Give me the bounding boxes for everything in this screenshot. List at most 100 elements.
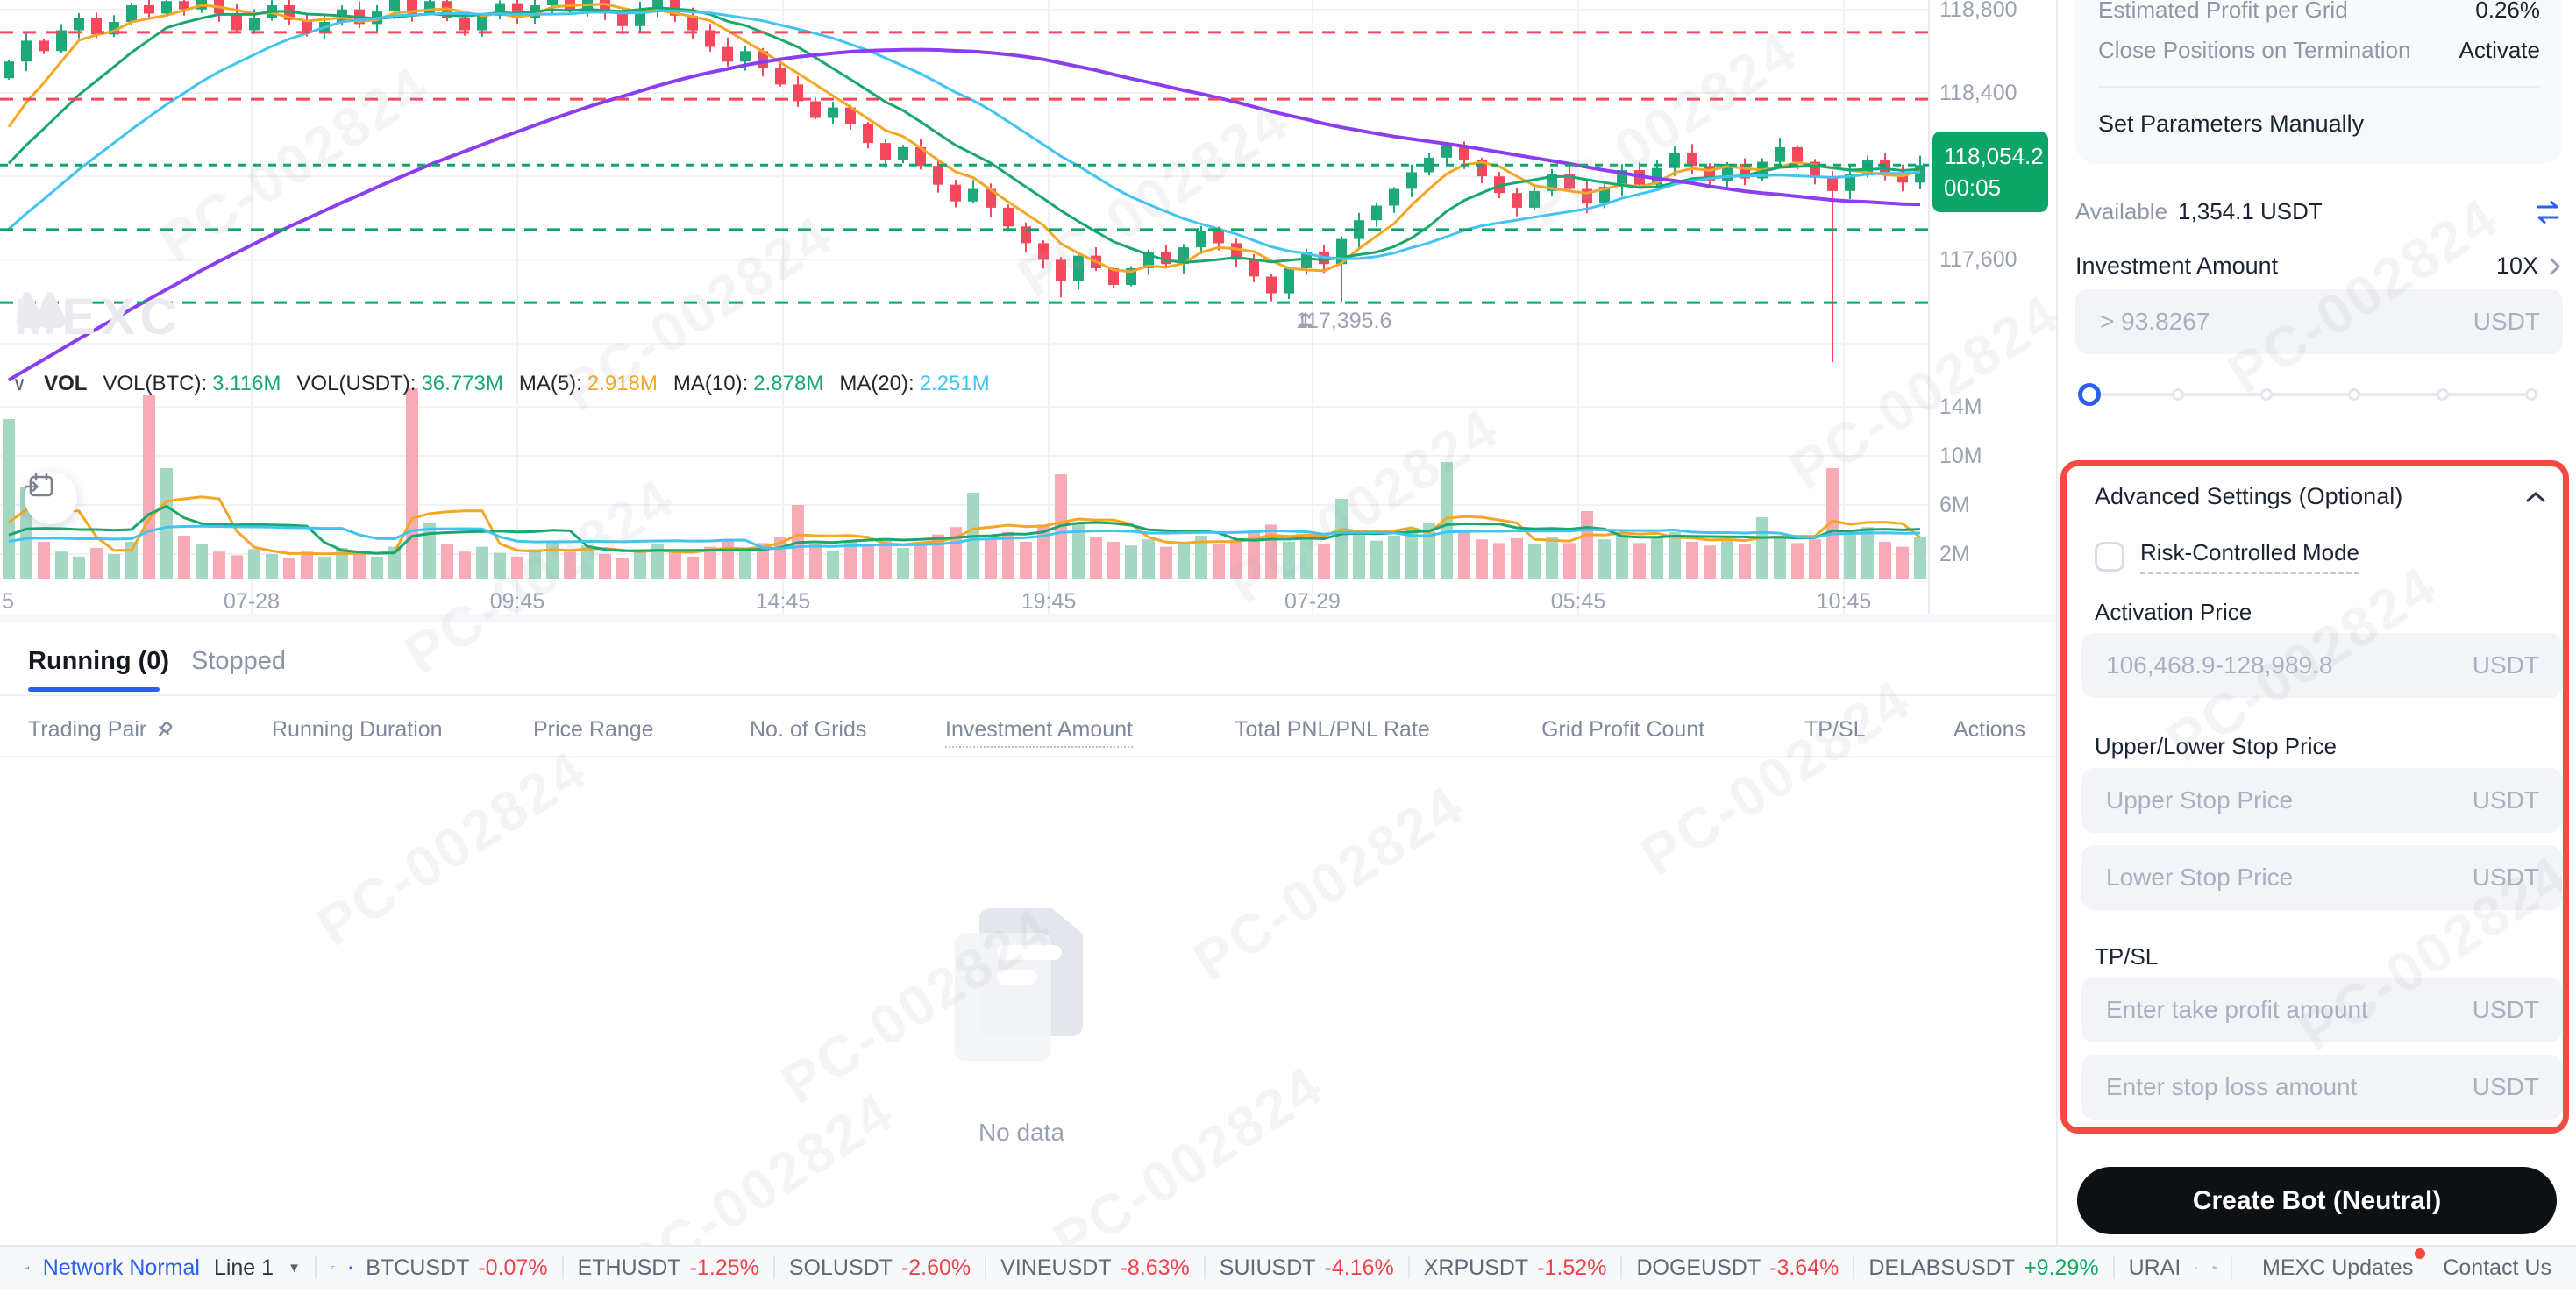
legend-item: VOL(USDT): 36.773M	[296, 372, 502, 396]
ticker-dogeusdt[interactable]: DOGEUSDT -3.64%	[1636, 1255, 1839, 1281]
stop-loss-input[interactable]	[2104, 1072, 2460, 1102]
ticker-settings-icon[interactable]	[2211, 1255, 2217, 1280]
activation-price-field[interactable]: USDT	[2081, 633, 2562, 698]
currency-unit: USDT	[2472, 1073, 2539, 1100]
currency-unit: USDT	[2472, 864, 2539, 891]
current-price-value: 118,054.2	[1944, 143, 2044, 169]
slider-handle[interactable]	[2078, 383, 2101, 406]
no-data-icon-line	[997, 945, 1062, 960]
currency-unit: USDT	[2472, 786, 2539, 814]
network-signal-icon	[25, 1266, 29, 1270]
slider-stop[interactable]	[2437, 388, 2450, 401]
summary-label: Estimated Profit per Grid	[2098, 0, 2348, 23]
upper-stop-price-field[interactable]: USDT	[2081, 768, 2562, 833]
pin-icon[interactable]	[153, 720, 174, 741]
slider-stop[interactable]	[2348, 388, 2361, 401]
ticker-solusdt[interactable]: SOLUSDT -2.60%	[789, 1255, 971, 1281]
ticker-list-icon[interactable]	[331, 1258, 335, 1277]
caret-down-icon[interactable]: ▼	[288, 1260, 301, 1276]
mexc-updates-link[interactable]: MEXC Updates	[2262, 1248, 2426, 1281]
chart-history-button[interactable]	[25, 472, 77, 524]
divider	[985, 1256, 987, 1279]
divider	[2112, 1256, 2115, 1279]
slider-stop[interactable]	[2525, 388, 2537, 401]
investment-amount-row: Investment Amount 10X	[2075, 252, 2563, 280]
take-profit-input[interactable]	[2104, 995, 2460, 1025]
no-data-label: No data	[978, 1119, 1065, 1146]
column-header-investment-amount[interactable]: Investment Amount	[945, 717, 1134, 748]
time-tick-label: 19:45	[1021, 589, 1077, 614]
ticker-symbol: VINEUSDT	[1000, 1255, 1112, 1280]
ticker-change: -1.52%	[1537, 1255, 1607, 1280]
create-bot-button[interactable]: Create Bot (Neutral)	[2077, 1167, 2557, 1234]
currency-unit: USDT	[2472, 651, 2539, 679]
tab-stopped[interactable]: Stopped	[191, 647, 287, 675]
slider-stop[interactable]	[2259, 388, 2273, 401]
amount-slider[interactable]	[2078, 382, 2537, 407]
chevron-up-icon	[2526, 491, 2545, 501]
stop-loss-field[interactable]: USDT	[2081, 1055, 2562, 1120]
price-tick-label: 118,800	[1939, 0, 2017, 22]
investment-amount-field[interactable]: USDT	[2075, 289, 2563, 354]
mexc-updates-label: MEXC Updates	[2262, 1255, 2414, 1280]
column-header-label: Total PNL/PNL Rate	[1235, 717, 1430, 742]
time-tick-label: 10:45	[1816, 589, 1872, 614]
slider-track[interactable]	[2085, 393, 2530, 396]
stop-price-label: Upper/Lower Stop Price	[2095, 733, 2338, 759]
activation-price-input[interactable]	[2104, 650, 2460, 680]
investment-amount-label: Investment Amount	[2075, 252, 2279, 279]
order-sidebar: Estimated Profit per Grid 0.26% Close Po…	[2056, 0, 2576, 1245]
summary-label: Close Positions on Termination	[2098, 36, 2411, 63]
legend-item-value: 3.116M	[212, 372, 281, 395]
leverage-selector[interactable]: 10X	[2496, 252, 2563, 280]
divider	[1853, 1256, 1855, 1279]
column-header-label: No. of Grids	[750, 717, 867, 742]
collapse-indicator-icon[interactable]: ∨	[12, 373, 27, 395]
ticker-urai[interactable]: URAI	[2129, 1255, 2181, 1281]
investment-amount-input[interactable]	[2098, 307, 2461, 337]
advanced-settings-title: Advanced Settings (Optional)	[2095, 483, 2403, 509]
upper-stop-price-input[interactable]	[2104, 786, 2460, 815]
divider	[561, 1256, 564, 1279]
ticker-vineusdt[interactable]: VINEUSDT -8.63%	[1000, 1255, 1190, 1281]
ticker-btcusdt[interactable]: BTCUSDT -0.07%	[366, 1255, 547, 1281]
volume-tick-label: 2M	[1939, 542, 1970, 566]
legend-item: MA(10): 2.878M	[673, 372, 823, 396]
risk-mode-label[interactable]: Risk-Controlled Mode	[2140, 539, 2359, 574]
ticker-xrpusdt[interactable]: XRPUSDT -1.52%	[1424, 1255, 1607, 1281]
network-line-selector[interactable]: Line 1	[213, 1255, 274, 1280]
mexc-logo-icon	[16, 292, 67, 329]
candlestick-chart[interactable]: MEXC ∨ VOL VOL(BTC): 3.116M VOL(USDT): 36.7…	[0, 0, 2056, 622]
close-positions-toggle[interactable]: Activate	[2459, 36, 2541, 63]
column-header-label: Actions	[1953, 717, 2025, 742]
ticker-symbol: DOGEUSDT	[1636, 1255, 1761, 1280]
take-profit-field[interactable]: USDT	[2081, 978, 2562, 1042]
ticker-suiusdt[interactable]: SUIUSDT -4.16%	[1220, 1255, 1394, 1281]
mexc-watermark: MEXC	[14, 288, 182, 346]
status-bar: Network Normal Line 1 ▼ BTCUSDT -0.07% ETH…	[0, 1245, 2576, 1289]
column-header-label: Running Duration	[272, 717, 443, 742]
ticker-scroll-chevron-icon[interactable]	[2195, 1257, 2198, 1278]
transfer-icon[interactable]	[2533, 199, 2563, 225]
ticker-delabsusdt[interactable]: DELABSUSDT +9.29%	[1868, 1255, 2098, 1281]
chart-canvas[interactable]	[0, 0, 2056, 622]
lower-stop-price-input[interactable]	[2104, 863, 2460, 892]
set-parameters-manually-link[interactable]: Set Parameters Manually	[2098, 110, 2365, 137]
slider-stop[interactable]	[2171, 388, 2184, 401]
bots-panel: Running (0) Stopped Trading Pair Running…	[0, 622, 2056, 1245]
tab-running[interactable]: Running (0)	[28, 647, 170, 675]
column-header-label: Investment Amount	[945, 717, 1134, 748]
volume-tick-label: 6M	[1939, 493, 1970, 517]
ticker-ethusdt[interactable]: ETHUSDT -1.25%	[578, 1255, 759, 1281]
contact-us-link[interactable]: Contact Us	[2443, 1255, 2551, 1280]
divider	[314, 1256, 317, 1279]
time-axis-edge-label: 5	[2, 589, 14, 614]
lower-stop-price-field[interactable]: USDT	[2081, 845, 2562, 910]
column-header-tp-sl: TP/SL	[1804, 717, 1865, 743]
volume-tick-label: 14M	[1939, 395, 1982, 419]
advanced-settings-header[interactable]: Advanced Settings (Optional)	[2095, 483, 2547, 510]
ticker-change: -8.63%	[1120, 1255, 1190, 1280]
risk-mode-checkbox[interactable]	[2095, 542, 2124, 572]
column-header-label: Price Range	[533, 717, 654, 742]
divider	[2098, 86, 2540, 88]
